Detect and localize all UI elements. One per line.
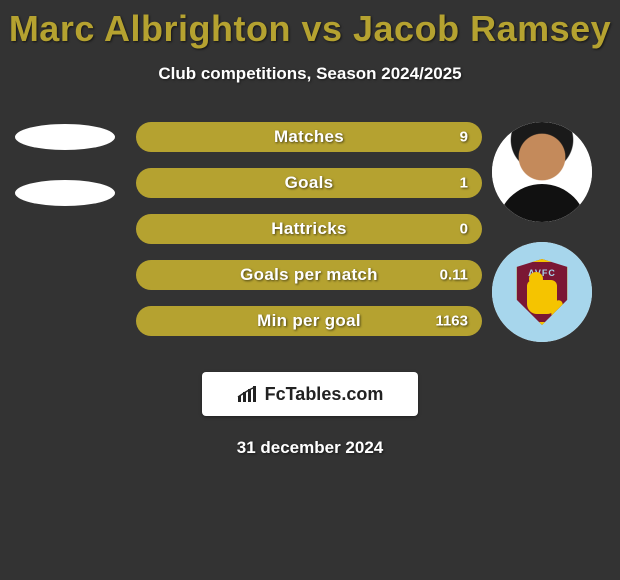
subtitle: Club competitions, Season 2024/2025 <box>0 64 620 84</box>
stat-value: 0.11 <box>440 267 468 284</box>
right-player-club-crest: AVFC <box>492 242 592 342</box>
left-player-club-placeholder <box>15 180 115 206</box>
right-player-photo <box>492 122 592 222</box>
stat-bars: Matches 9 Goals 1 Hattricks 0 Goals per … <box>136 122 482 352</box>
lion-icon <box>527 280 557 314</box>
stat-row-matches: Matches 9 <box>136 122 482 152</box>
stat-value: 9 <box>460 129 468 146</box>
stat-value: 1 <box>460 175 468 192</box>
stat-row-hattricks: Hattricks 0 <box>136 214 482 244</box>
stat-label: Goals <box>136 173 482 193</box>
page-title: Marc Albrighton vs Jacob Ramsey <box>0 0 620 50</box>
branding-badge: FcTables.com <box>202 372 418 416</box>
stat-value: 0 <box>460 221 468 238</box>
bar-chart-icon <box>237 386 259 402</box>
left-player-photo-placeholder <box>15 124 115 150</box>
comparison-chart: Matches 9 Goals 1 Hattricks 0 Goals per … <box>0 122 620 362</box>
stat-label: Goals per match <box>136 265 482 285</box>
stat-row-min-per-goal: Min per goal 1163 <box>136 306 482 336</box>
stat-label: Matches <box>136 127 482 147</box>
stat-value: 1163 <box>435 313 468 330</box>
stat-label: Hattricks <box>136 219 482 239</box>
stat-row-goals-per-match: Goals per match 0.11 <box>136 260 482 290</box>
date-line: 31 december 2024 <box>0 438 620 458</box>
left-player-column <box>10 122 120 206</box>
right-player-column: AVFC <box>492 122 602 342</box>
stat-row-goals: Goals 1 <box>136 168 482 198</box>
branding-text: FcTables.com <box>265 384 384 405</box>
stat-label: Min per goal <box>136 311 482 331</box>
